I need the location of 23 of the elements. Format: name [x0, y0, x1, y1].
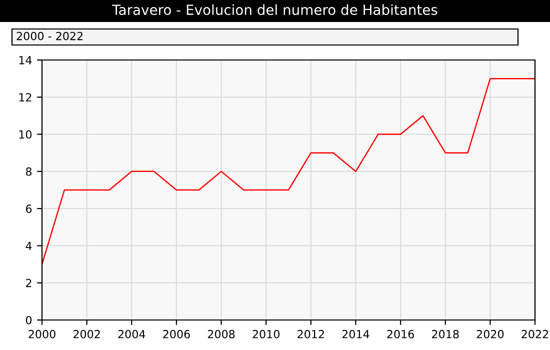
x-tick-label: 2002 — [73, 330, 100, 338]
x-tick-label: 2012 — [298, 330, 324, 338]
y-tick-label: 0 — [26, 316, 32, 324]
x-tick-label: 2020 — [476, 330, 504, 338]
x-tick-label: 2014 — [342, 330, 370, 338]
x-tick-label: 2022 — [522, 330, 548, 338]
line-series — [42, 78, 535, 265]
y-tick-label: 2 — [26, 278, 32, 288]
x-tick-label: 2006 — [163, 330, 190, 338]
y-tick-label: 14 — [19, 56, 32, 64]
y-tick-label: 4 — [26, 242, 32, 250]
x-tick-label: 2000 — [28, 330, 56, 338]
x-tick-label: 2016 — [387, 330, 414, 338]
x-tick-label: 2010 — [252, 330, 280, 338]
y-tick-label: 6 — [26, 204, 32, 213]
x-tick-label: 2018 — [432, 330, 459, 338]
y-tick-label: 8 — [26, 167, 32, 176]
x-tick-label: 2008 — [208, 330, 235, 338]
chart-subtitle: 2000 - 2022 — [16, 32, 83, 40]
y-tick-label: 12 — [19, 93, 32, 102]
x-tick-label: 2004 — [118, 330, 146, 338]
chart-title: Taravero - Evolucion del numero de Habitantes — [112, 4, 438, 16]
y-tick-label: 10 — [19, 130, 32, 139]
